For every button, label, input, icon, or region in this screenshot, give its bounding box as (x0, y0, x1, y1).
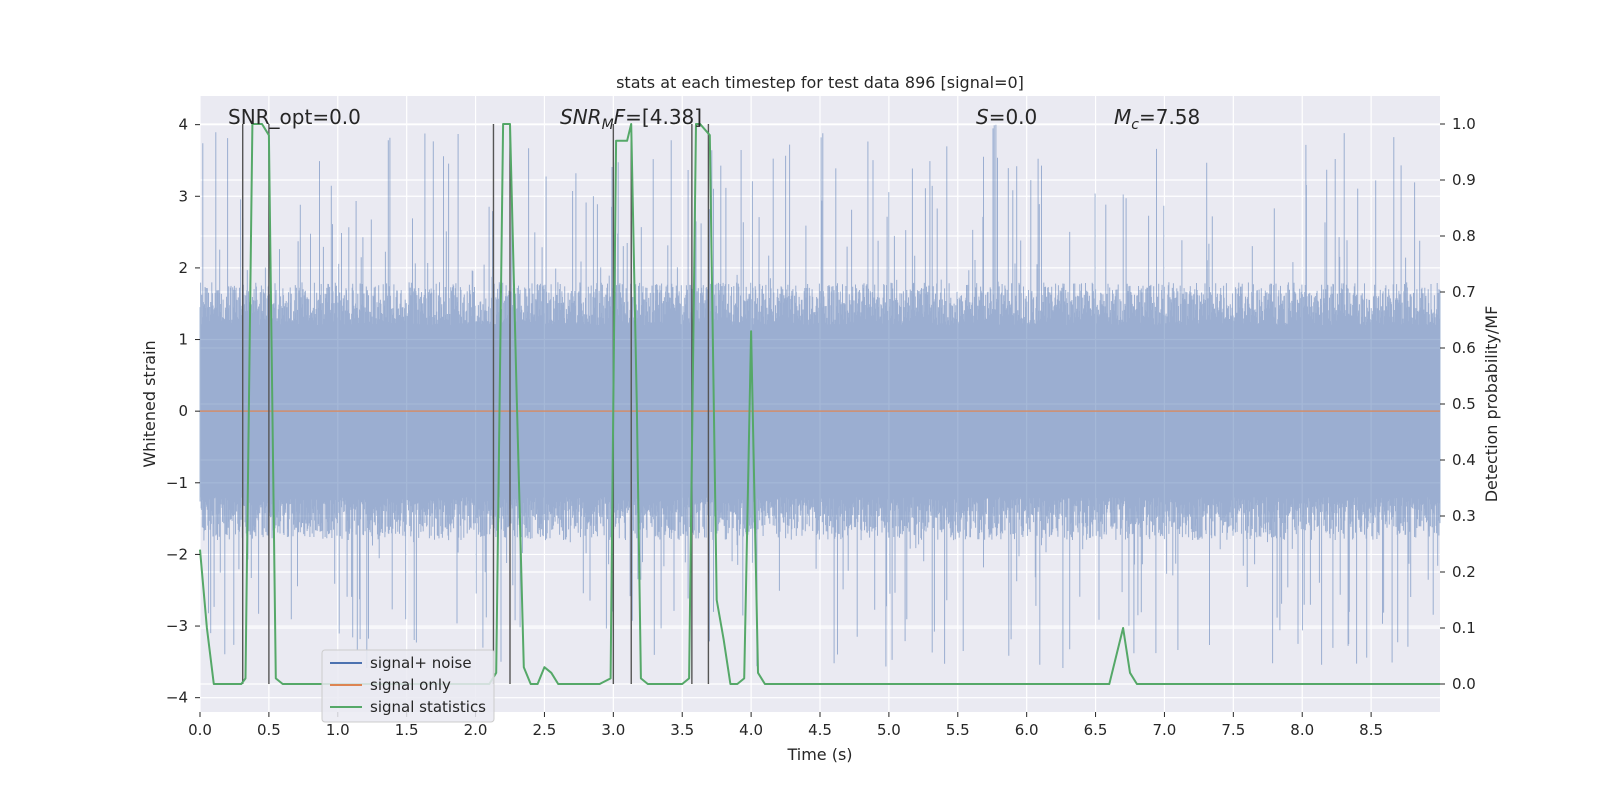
x-tick-label: 8.5 (1359, 721, 1383, 739)
annotation-snr-opt: SNR_opt=0.0 (228, 105, 361, 129)
y2-tick-label: 0.7 (1452, 283, 1476, 301)
snr-mf-subscript: M (602, 117, 614, 133)
snr-mf-symbol: SNR (560, 105, 602, 129)
y-tick-label: −2 (166, 545, 188, 563)
snr-mf-value: F=[4.38] (614, 105, 702, 129)
x-tick-label: 2.0 (464, 721, 488, 739)
y-tick-label: 4 (178, 116, 188, 134)
x-tick-label: 1.0 (326, 721, 350, 739)
snr-mf-f: F (614, 105, 626, 129)
s-value: =0.0 (989, 105, 1038, 129)
y2-tick-label: 0.3 (1452, 507, 1476, 525)
x-tick-label: 1.5 (395, 721, 419, 739)
y2-tick-label: 0.2 (1452, 563, 1476, 581)
legend-box (321, 649, 495, 723)
y2-axis-label: Detection probability/MF (1482, 306, 1501, 503)
x-tick-label: 6.0 (1015, 721, 1039, 739)
x-tick-label: 3.5 (670, 721, 694, 739)
y-tick-label: −1 (166, 474, 188, 492)
x-tick-label: 7.0 (1153, 721, 1177, 739)
y2-tick-label: 0.0 (1452, 675, 1476, 693)
x-tick-label: 7.5 (1221, 721, 1245, 739)
annotation-snr-mf: SNRMF=[4.38] (560, 105, 702, 133)
annotation-s: S=0.0 (976, 105, 1037, 129)
legend: signal+ noise signal only signal statist… (321, 649, 495, 723)
x-tick-label: 5.5 (946, 721, 970, 739)
y-tick-label: 0 (178, 402, 188, 420)
y2-tick-label: 1.0 (1452, 115, 1476, 133)
x-tick-label: 2.5 (533, 721, 557, 739)
x-tick-label: 4.5 (808, 721, 832, 739)
y2-tick-label: 0.9 (1452, 171, 1476, 189)
x-tick-label: 3.0 (601, 721, 625, 739)
y2-tick-label: 0.1 (1452, 619, 1476, 637)
legend-label-noise: signal+ noise (370, 654, 472, 672)
signal-statistics-series (199, 123, 1440, 685)
snr-mf-number: =[4.38] (625, 105, 702, 129)
y2-tick-label: 0.5 (1452, 395, 1476, 413)
s-symbol: S (976, 105, 989, 129)
legend-label-signal: signal only (370, 676, 451, 694)
y-tick-label: 1 (178, 331, 188, 349)
y2-tick-label: 0.8 (1452, 227, 1476, 245)
y-axis-label: Whitened strain (140, 340, 159, 467)
legend-label-stats: signal statistics (370, 698, 486, 716)
chart-title: stats at each timestep for test data 896… (616, 73, 1024, 92)
x-tick-label: 8.0 (1290, 721, 1314, 739)
x-tick-label: 0.0 (188, 721, 212, 739)
x-tick-label: 6.5 (1084, 721, 1108, 739)
y-tick-label: 3 (178, 187, 188, 205)
y-tick-label: −3 (166, 617, 188, 635)
y-tick-label: 2 (178, 259, 188, 277)
annotation-mc: Mc=7.58 (1114, 105, 1200, 133)
mc-symbol: M (1114, 105, 1131, 129)
x-tick-label: 5.0 (877, 721, 901, 739)
y2-axis-ticks: 0.0 0.1 0.2 0.3 0.4 0.5 0.6 0.7 0.8 0.9 1.0 (1440, 115, 1476, 693)
x-tick-label: 0.5 (257, 721, 281, 739)
y2-tick-label: 0.4 (1452, 451, 1476, 469)
y2-tick-label: 0.6 (1452, 339, 1476, 357)
mc-subscript: c (1131, 117, 1139, 133)
x-axis-ticks: 0.0 0.5 1.0 1.5 2.0 2.5 3.0 3.5 4.0 4.5 5.0 5.5 6.0 6… (188, 712, 1383, 739)
y-tick-label: −4 (166, 689, 188, 707)
x-axis-label: Time (s) (786, 745, 852, 764)
y-axis-ticks: −4 −3 −2 −1 0 1 2 3 4 (166, 116, 200, 707)
mc-value: =7.58 (1139, 105, 1200, 129)
x-tick-label: 4.0 (739, 721, 763, 739)
